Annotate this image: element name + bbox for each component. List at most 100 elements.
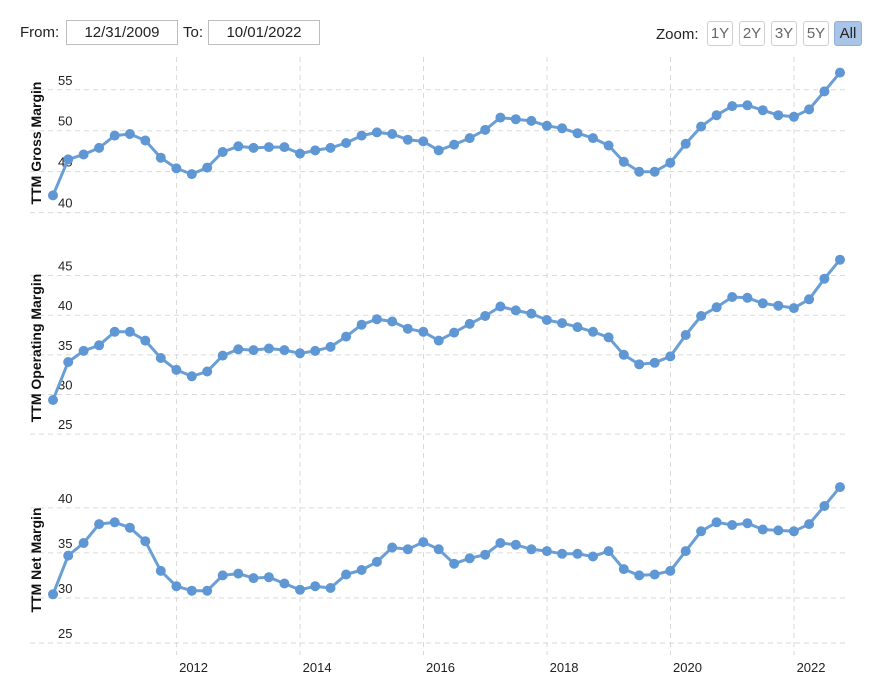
x-tick-label-2012: 2012 (179, 660, 208, 675)
data-point (742, 292, 753, 303)
data-point (279, 578, 290, 589)
data-point (295, 584, 305, 595)
from-label: From: (20, 24, 60, 41)
y-tick-label-40: 40 (58, 491, 72, 506)
data-point (464, 553, 475, 564)
data-point (742, 518, 753, 529)
data-point (78, 538, 89, 548)
data-point (371, 314, 382, 325)
data-point (665, 157, 676, 168)
data-point (341, 331, 352, 342)
data-point (510, 114, 521, 125)
data-point (788, 526, 799, 537)
data-point (155, 565, 166, 576)
data-point (356, 565, 367, 575)
x-tick-label-2022: 2022 (797, 660, 826, 675)
data-point (325, 142, 336, 153)
data-point (341, 569, 352, 580)
data-point (510, 305, 521, 316)
data-point (124, 522, 135, 533)
data-point (202, 366, 213, 377)
data-point (48, 190, 58, 201)
data-point (186, 169, 197, 180)
data-point (295, 148, 305, 159)
data-point (480, 124, 491, 135)
data-point (263, 142, 274, 153)
data-point (495, 538, 506, 548)
data-point (480, 311, 491, 321)
data-point (757, 524, 768, 535)
data-point (634, 359, 645, 370)
zoom-all-button[interactable]: All (834, 21, 862, 46)
data-point (387, 542, 398, 553)
data-point (171, 163, 182, 174)
data-point (557, 548, 568, 559)
data-point (325, 341, 336, 352)
y-axis-label: TTM Gross Margin (28, 82, 44, 205)
data-point (526, 115, 537, 126)
data-point (124, 129, 135, 139)
data-point (310, 345, 321, 356)
zoom-2y-button[interactable]: 2Y (739, 21, 765, 46)
y-tick-label-25: 25 (58, 626, 72, 641)
data-point (541, 315, 552, 325)
data-point (572, 128, 583, 139)
data-point (371, 127, 382, 138)
data-point (680, 546, 691, 557)
data-point (202, 585, 213, 596)
data-point (449, 139, 460, 150)
data-point (78, 345, 89, 356)
data-point (217, 570, 228, 581)
data-point (186, 585, 197, 596)
data-point (78, 149, 89, 160)
data-point (649, 357, 660, 368)
y-tick-label-40: 40 (58, 196, 72, 211)
data-point (649, 569, 660, 580)
data-point (48, 395, 58, 405)
zoom-1y-button[interactable]: 1Y (707, 21, 733, 46)
data-point (418, 537, 429, 548)
series-line (51, 486, 842, 595)
data-point (727, 101, 738, 112)
data-point (526, 308, 537, 319)
data-point (634, 570, 645, 581)
zoom-3y-button[interactable]: 3Y (771, 21, 797, 46)
data-point (402, 323, 413, 334)
data-point (248, 142, 259, 153)
data-point (804, 104, 815, 115)
data-point (464, 133, 475, 144)
data-point (63, 357, 74, 367)
x-tick-label-2020: 2020 (673, 660, 702, 675)
data-point (510, 539, 521, 550)
to-date-input[interactable] (208, 20, 320, 45)
data-point (757, 298, 768, 309)
data-point (773, 300, 784, 311)
data-point (140, 335, 151, 346)
data-point (94, 142, 105, 153)
from-date-input[interactable] (66, 20, 178, 45)
data-point (433, 335, 444, 346)
data-point (263, 343, 274, 354)
data-point (603, 140, 614, 151)
data-point (433, 145, 444, 156)
data-point (263, 572, 274, 583)
data-point (819, 501, 830, 511)
data-point (711, 517, 722, 528)
data-point (356, 130, 367, 141)
data-point (418, 136, 429, 147)
zoom-5y-button[interactable]: 5Y (803, 21, 829, 46)
data-point (155, 152, 166, 163)
x-tick-label-2016: 2016 (426, 660, 455, 675)
y-tick-label-45: 45 (58, 259, 72, 274)
data-point (449, 327, 460, 338)
data-point (248, 345, 259, 356)
data-point (742, 100, 753, 111)
data-point (819, 86, 830, 97)
data-point (233, 344, 244, 355)
data-point (124, 326, 135, 337)
data-point (757, 105, 768, 116)
data-point (665, 565, 676, 576)
data-point (48, 589, 58, 600)
